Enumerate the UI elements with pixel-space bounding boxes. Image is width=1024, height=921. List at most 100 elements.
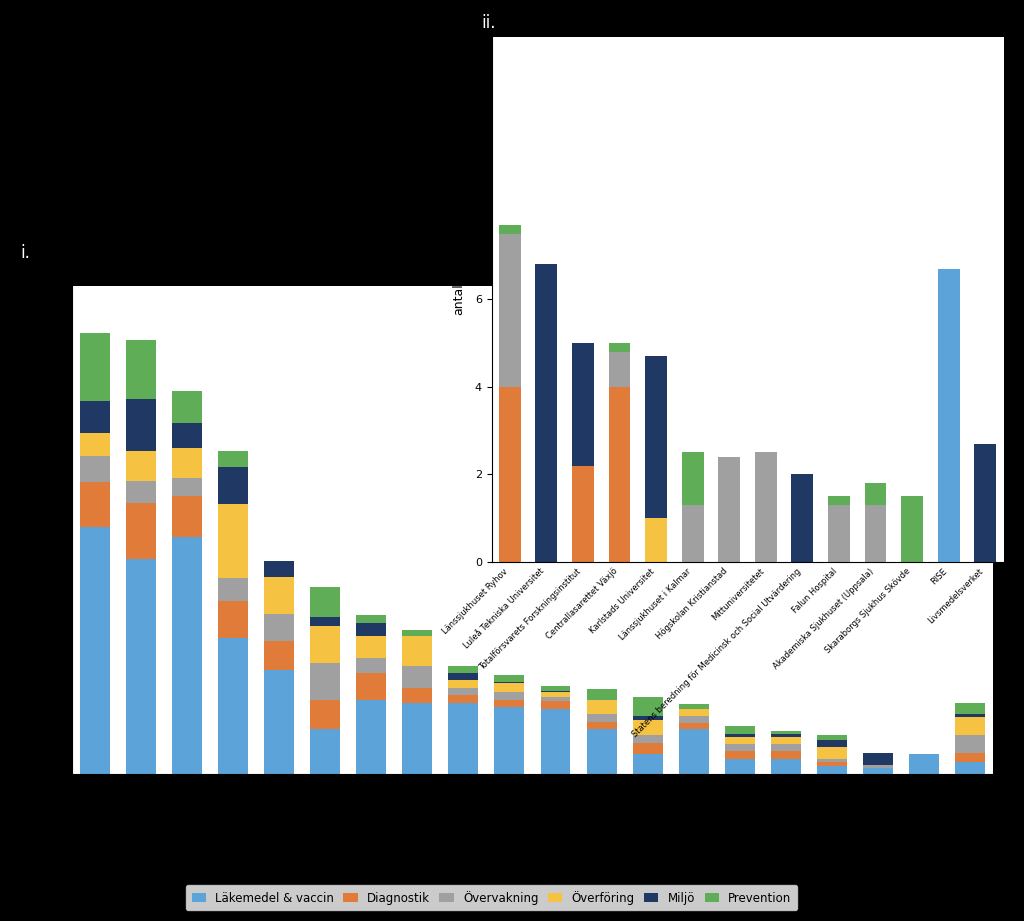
Bar [264, 577, 294, 614]
Bar [633, 716, 663, 720]
Bar [587, 729, 616, 774]
Bar [864, 505, 887, 562]
Bar [863, 768, 893, 774]
Bar [608, 387, 631, 562]
Bar [725, 727, 755, 734]
Bar [682, 452, 703, 505]
Text: i.: i. [20, 244, 31, 262]
Bar [80, 527, 110, 774]
Bar [449, 666, 478, 673]
Bar [955, 717, 985, 735]
Bar [495, 674, 524, 682]
Bar [449, 688, 478, 695]
Bar [587, 715, 616, 722]
Bar [264, 561, 294, 577]
Bar [828, 496, 850, 505]
Bar [955, 753, 985, 762]
Bar [679, 708, 709, 716]
Bar [633, 720, 663, 735]
Bar [499, 225, 521, 234]
Bar [955, 715, 985, 717]
Bar [172, 478, 202, 495]
Bar [792, 474, 813, 562]
Bar [264, 670, 294, 774]
Bar [80, 332, 110, 401]
Bar [572, 466, 594, 562]
Bar [126, 400, 156, 451]
Bar [645, 518, 667, 562]
Bar [536, 264, 557, 562]
Bar [80, 401, 110, 434]
Bar [356, 636, 386, 659]
Bar [264, 614, 294, 640]
Bar [495, 683, 524, 693]
Bar [541, 696, 570, 701]
Bar [356, 615, 386, 623]
Bar [541, 701, 570, 708]
Bar [310, 700, 340, 729]
Bar [817, 766, 847, 774]
Bar [608, 343, 631, 352]
Bar [771, 752, 801, 759]
Bar [495, 682, 524, 683]
Bar [495, 693, 524, 700]
Bar [80, 483, 110, 527]
Bar [771, 737, 801, 744]
Bar [80, 456, 110, 483]
Bar [356, 659, 386, 673]
Y-axis label: antal: antal [452, 284, 465, 315]
Bar [679, 729, 709, 774]
Bar [909, 754, 939, 774]
Bar [172, 391, 202, 423]
Bar [218, 637, 248, 774]
Bar [449, 681, 478, 688]
Bar [817, 762, 847, 766]
Bar [126, 559, 156, 774]
Bar [218, 600, 248, 637]
Bar [755, 452, 777, 562]
Bar [587, 689, 616, 700]
Bar [541, 693, 570, 696]
Bar [771, 759, 801, 774]
Y-axis label: antal: antal [20, 510, 35, 549]
Bar [955, 762, 985, 774]
Bar [817, 747, 847, 759]
Bar [679, 723, 709, 729]
Bar [633, 696, 663, 716]
Bar [955, 703, 985, 715]
Bar [310, 729, 340, 774]
Bar [126, 451, 156, 481]
Bar [356, 623, 386, 636]
Bar [126, 503, 156, 559]
Bar [172, 449, 202, 478]
Bar [771, 744, 801, 752]
Bar [218, 451, 248, 468]
Bar [608, 352, 631, 387]
Bar [682, 505, 703, 562]
Bar [901, 496, 923, 562]
Bar [172, 495, 202, 537]
Bar [828, 505, 850, 562]
Bar [499, 234, 521, 387]
Bar [310, 625, 340, 663]
Bar [771, 730, 801, 734]
Bar [402, 630, 432, 636]
Bar [80, 434, 110, 456]
Text: ii.: ii. [481, 14, 496, 31]
Bar [587, 700, 616, 715]
Bar [218, 578, 248, 600]
Bar [633, 754, 663, 774]
Bar [310, 617, 340, 625]
Bar [310, 588, 340, 617]
Bar [725, 734, 755, 737]
Bar [863, 753, 893, 764]
Bar [449, 703, 478, 774]
Bar [356, 700, 386, 774]
Bar [725, 737, 755, 744]
Bar [587, 722, 616, 729]
Bar [499, 387, 521, 562]
Bar [449, 695, 478, 703]
Bar [172, 423, 202, 449]
Bar [541, 686, 570, 691]
Bar [817, 735, 847, 740]
